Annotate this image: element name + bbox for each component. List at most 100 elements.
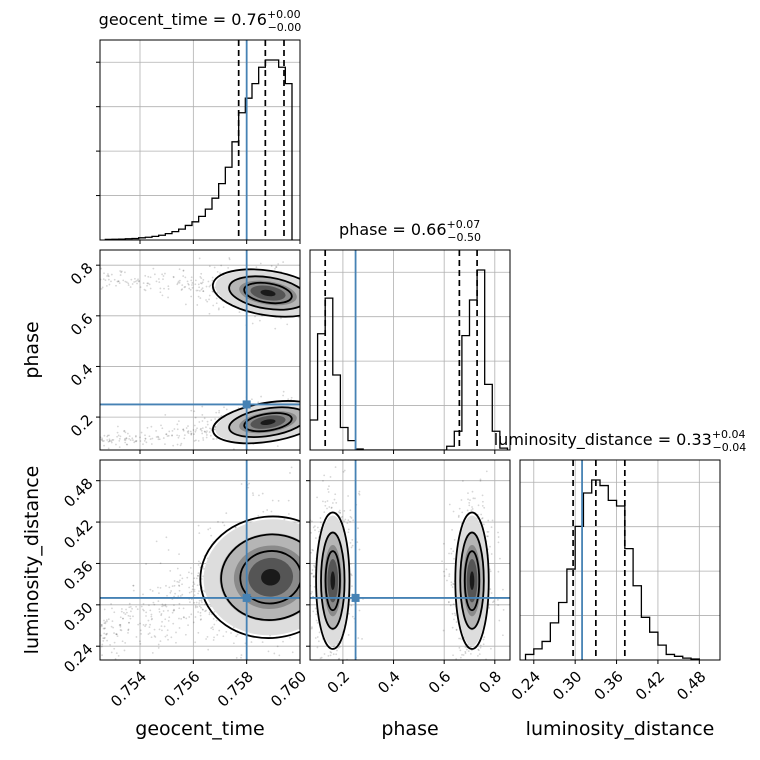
sample-point: [178, 589, 181, 592]
sample-point: [172, 608, 175, 611]
sample-point: [345, 278, 347, 280]
sample-point: [106, 439, 109, 441]
sample-point: [164, 272, 166, 275]
sample-point: [180, 442, 183, 445]
sample-point: [490, 647, 492, 650]
sample-point: [334, 396, 336, 398]
sample-point: [301, 295, 303, 297]
sample-point: [160, 612, 163, 615]
sample-point: [128, 437, 131, 440]
sample-point: [197, 560, 200, 563]
sample-point: [186, 280, 189, 283]
sample-point: [306, 427, 308, 429]
sample-point: [194, 616, 197, 618]
sample-point: [205, 436, 208, 439]
density-level: [260, 289, 276, 297]
sample-point: [215, 619, 218, 622]
sample-point: [193, 590, 196, 593]
sample-point: [332, 653, 335, 656]
sample-point: [153, 273, 156, 276]
sample-point: [184, 276, 187, 279]
sample-point: [332, 645, 335, 648]
truth-marker: [351, 593, 360, 602]
sample-point: [301, 607, 303, 609]
sample-point: [106, 632, 109, 635]
sample-point: [113, 632, 115, 634]
sample-point: [124, 439, 127, 441]
sample-point: [306, 436, 308, 438]
sample-point: [385, 561, 387, 563]
sample-point: [221, 521, 224, 524]
sample-point: [482, 523, 485, 526]
sample-point: [172, 276, 175, 279]
hist-panel-luminosity_distance: [519, 459, 721, 661]
sample-point: [312, 424, 314, 426]
density-level: [469, 571, 475, 590]
sample-point: [134, 435, 137, 438]
sample-point: [254, 315, 256, 318]
title-minus: −0.04: [713, 441, 747, 454]
sample-point: [187, 624, 189, 627]
sample-point: [196, 606, 199, 608]
sample-point: [492, 600, 495, 603]
sample-point: [193, 440, 196, 442]
title-plus: +0.00: [267, 8, 301, 21]
sample-point: [302, 432, 304, 434]
sample-point: [200, 429, 203, 432]
sample-point: [330, 506, 333, 509]
sample-point: [303, 431, 305, 433]
sample-point: [176, 434, 179, 437]
sample-point: [159, 287, 162, 290]
sample-point: [100, 625, 103, 628]
sample-point: [312, 503, 314, 505]
sample-point: [264, 453, 266, 455]
sample-point: [163, 625, 166, 628]
sample-point: [497, 598, 499, 601]
sample-point: [102, 637, 105, 640]
sample-point: [350, 517, 353, 519]
sample-point: [192, 581, 195, 584]
sample-point: [215, 297, 218, 300]
sample-point: [103, 632, 106, 635]
sample-point: [190, 432, 193, 435]
title-minus: −0.00: [268, 21, 302, 34]
sample-point: [103, 444, 105, 447]
sample-point: [351, 538, 354, 541]
pair-content: [100, 460, 387, 660]
sample-point: [441, 560, 443, 563]
sample-point: [173, 580, 176, 582]
sample-point: [384, 416, 386, 418]
sample-point: [197, 295, 200, 298]
sample-point: [286, 323, 289, 326]
sample-point: [115, 284, 117, 287]
sample-point: [236, 633, 239, 636]
sample-point: [313, 554, 315, 556]
sample-point: [214, 418, 217, 420]
sample-point: [144, 437, 147, 440]
sample-point: [327, 488, 329, 491]
sample-point: [188, 586, 191, 589]
sample-point: [147, 282, 150, 285]
sample-point: [161, 620, 163, 623]
sample-point: [483, 636, 486, 639]
sample-point: [301, 622, 303, 624]
sample-point: [103, 627, 106, 630]
sample-point: [128, 435, 131, 438]
sample-point: [202, 290, 205, 293]
sample-point: [490, 553, 493, 555]
sample-point: [123, 649, 126, 652]
sample-point: [116, 435, 119, 438]
sample-point: [481, 504, 484, 507]
sample-point: [127, 284, 130, 287]
sample-point: [178, 279, 181, 282]
sample-point: [107, 440, 110, 443]
sample-point: [482, 638, 485, 641]
sample-point: [134, 440, 137, 443]
sample-point: [182, 607, 185, 610]
sample-point: [100, 623, 103, 626]
sample-point: [212, 628, 215, 631]
sample-point: [197, 439, 200, 442]
sample-point: [154, 636, 157, 638]
sample-point: [172, 275, 175, 278]
sample-point: [478, 653, 481, 656]
